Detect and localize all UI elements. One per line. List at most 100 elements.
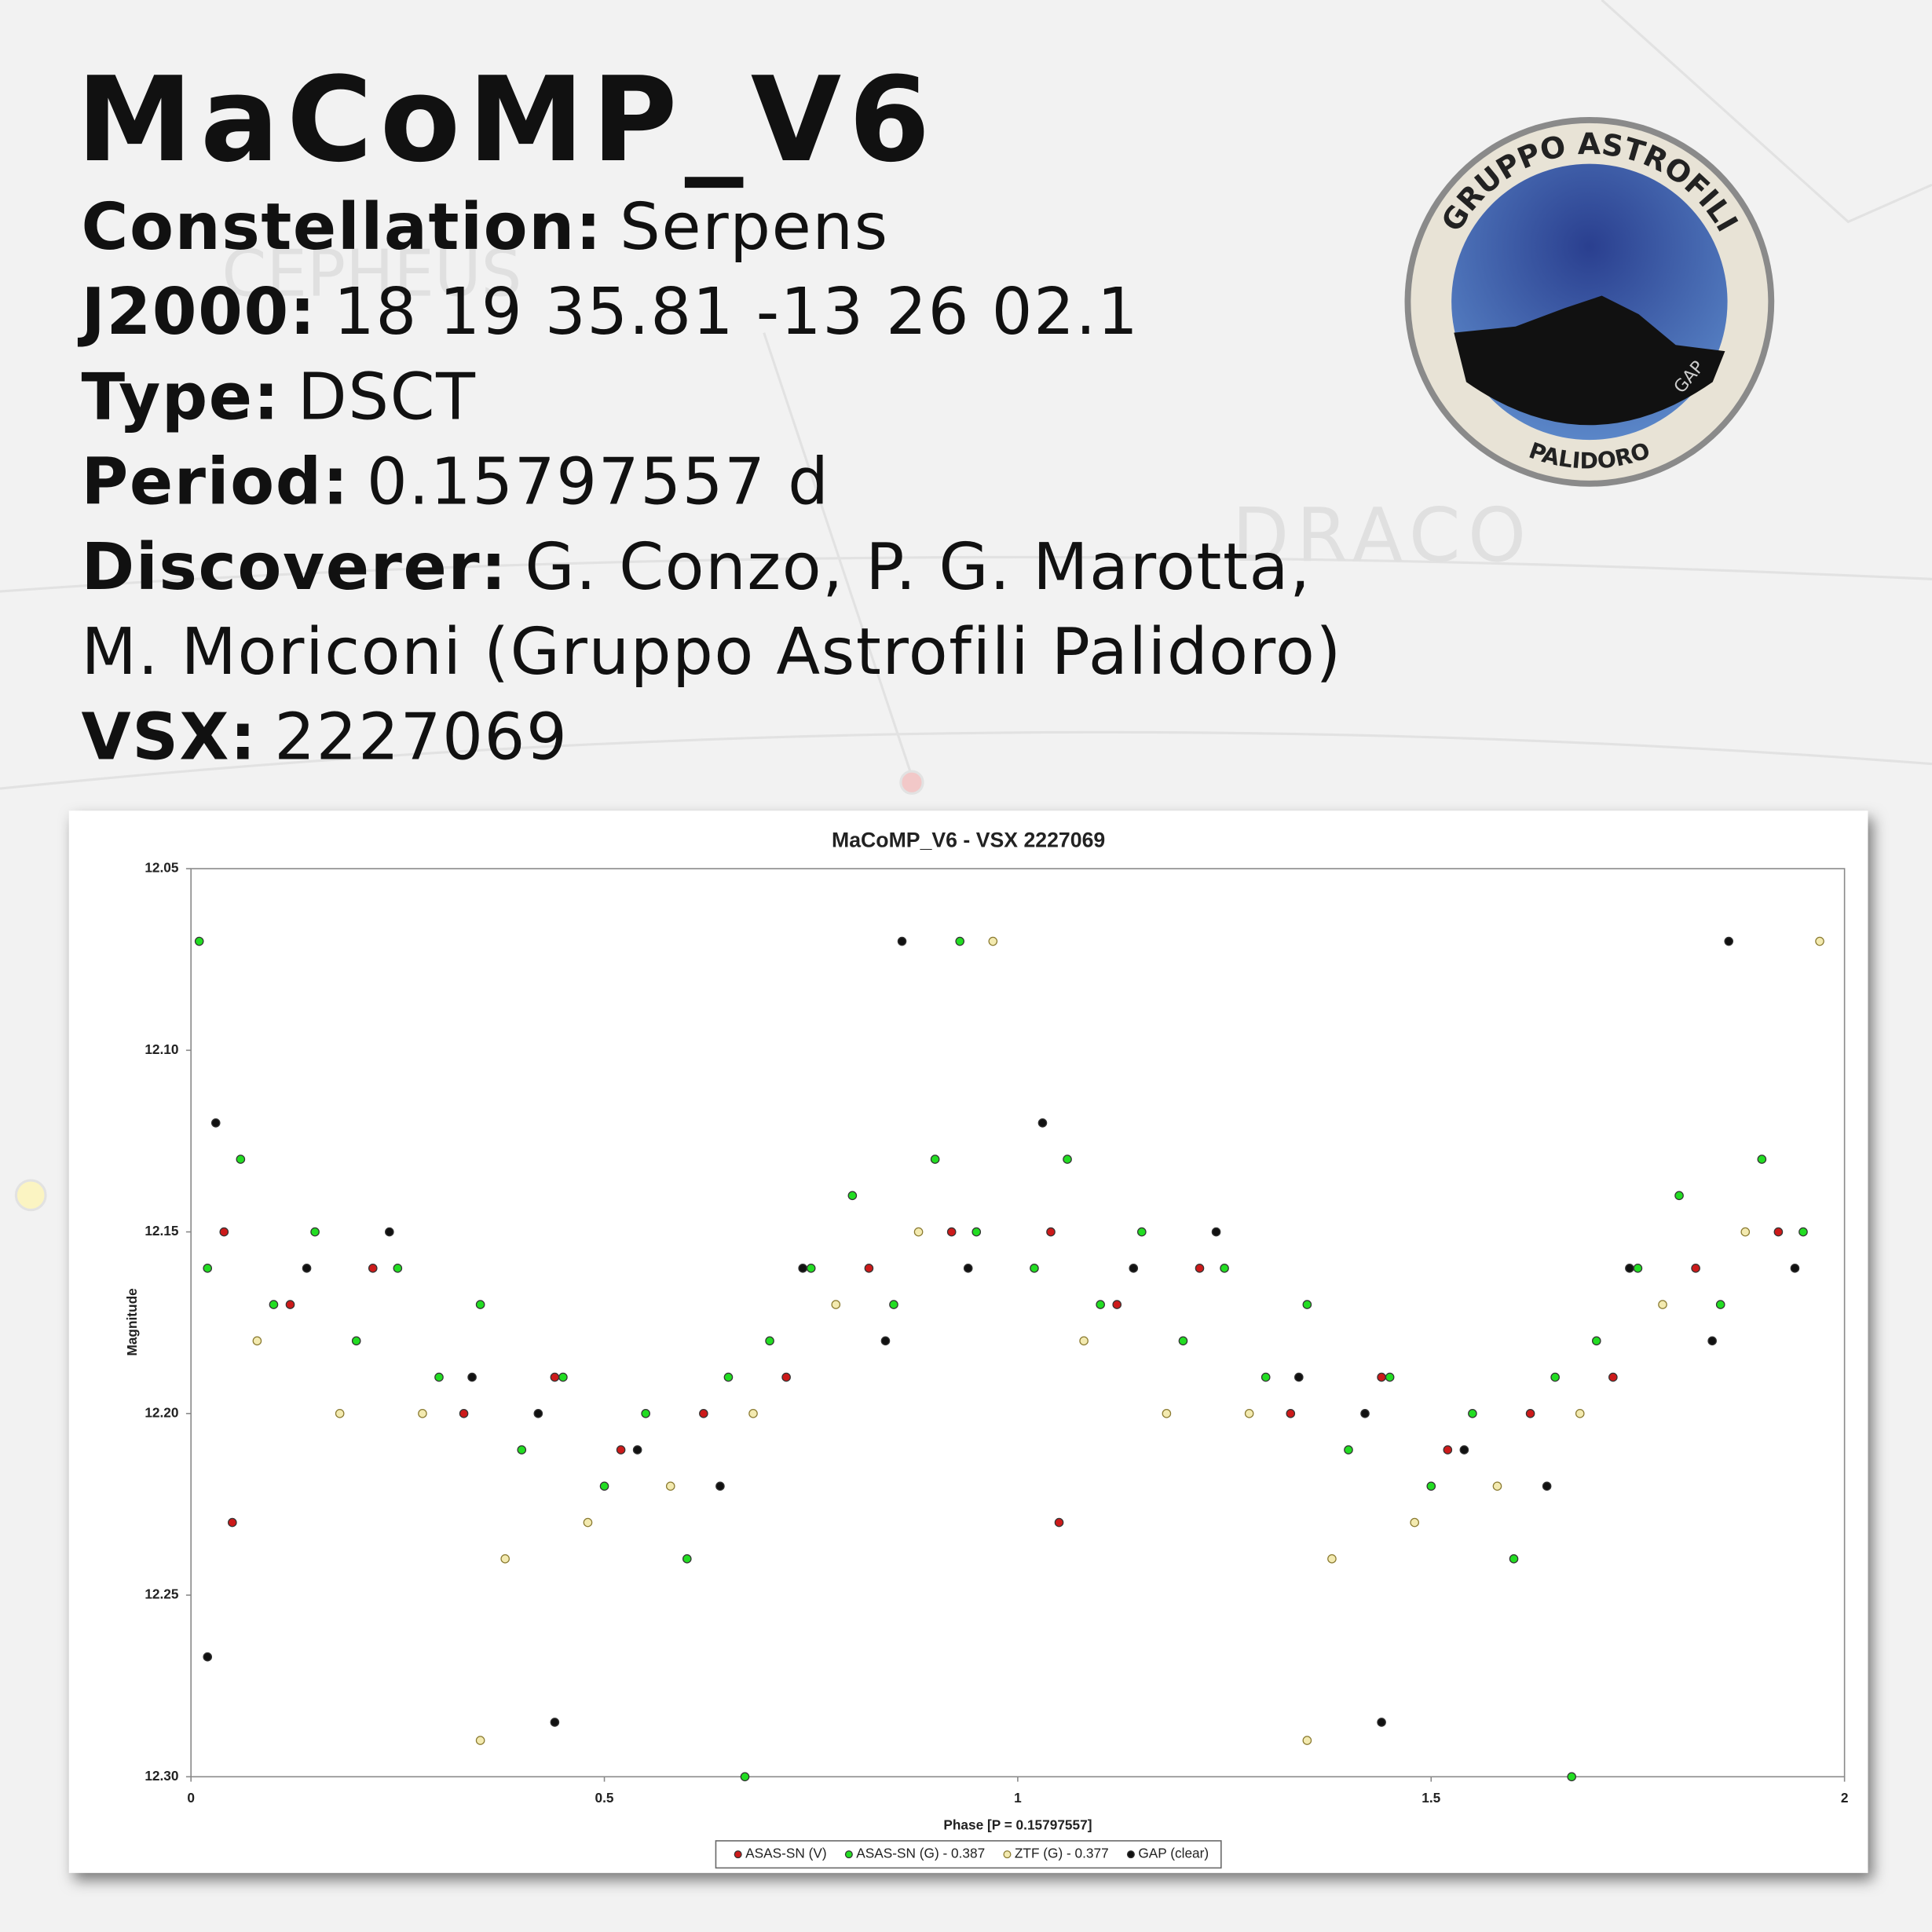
data-point — [946, 1227, 957, 1237]
data-point — [641, 1409, 650, 1418]
data-point — [1344, 1445, 1353, 1454]
data-point — [1740, 1227, 1751, 1237]
data-point — [533, 1409, 543, 1418]
chart-frame — [68, 810, 1868, 1873]
data-point — [781, 1372, 791, 1382]
info-line: Type: DSCT — [82, 360, 477, 434]
data-point — [236, 1154, 246, 1164]
data-point — [1591, 1336, 1601, 1346]
data-point — [194, 936, 204, 946]
data-point — [583, 1517, 593, 1528]
data-point — [1220, 1264, 1229, 1273]
data-point — [765, 1336, 774, 1346]
data-point — [368, 1264, 378, 1273]
data-point — [897, 936, 907, 946]
data-point — [1037, 1118, 1048, 1128]
data-point — [203, 1652, 213, 1662]
data-point — [558, 1372, 568, 1382]
data-point — [310, 1227, 320, 1237]
data-point — [1757, 1154, 1767, 1164]
constellation-label: DRACO — [1232, 493, 1534, 579]
y-tick-label: 12.05 — [145, 860, 179, 876]
data-point — [252, 1336, 262, 1346]
data-point — [1625, 1264, 1634, 1273]
data-point — [806, 1264, 816, 1273]
data-point — [269, 1300, 279, 1309]
data-point — [517, 1445, 527, 1454]
data-point — [1162, 1409, 1172, 1418]
data-point — [748, 1409, 758, 1418]
data-point — [219, 1227, 229, 1237]
info-line: VSX: 2227069 — [82, 700, 569, 774]
data-point — [1468, 1409, 1477, 1418]
data-point — [500, 1554, 510, 1564]
legend-marker — [1003, 1850, 1012, 1859]
info-value: M. Moriconi (Gruppo Astrofili Palidoro) — [82, 615, 1342, 690]
data-point — [988, 936, 998, 946]
y-axis-title: Magnitude — [124, 1288, 140, 1356]
data-point — [1178, 1336, 1188, 1346]
info-label: Type: — [82, 360, 280, 434]
info-value: DSCT — [298, 360, 477, 434]
data-point — [285, 1300, 295, 1309]
data-point — [665, 1481, 675, 1491]
data-point — [1443, 1445, 1453, 1454]
data-point — [1542, 1481, 1552, 1491]
logo: GRUPPO ASTROFILI PALIDORO GAP — [1404, 117, 1775, 487]
data-point — [1096, 1300, 1105, 1309]
data-point — [1327, 1554, 1337, 1564]
star-map — [0, 0, 1932, 1212]
info-label: J2000: — [78, 275, 317, 349]
info-line: Discoverer: G. Conzo, P. G. Marotta, — [82, 530, 1312, 605]
data-point — [302, 1264, 312, 1273]
data-point — [1112, 1300, 1122, 1309]
data-point — [715, 1481, 725, 1491]
info-value: Serpens — [620, 190, 889, 265]
data-point — [1211, 1227, 1221, 1237]
data-point — [1773, 1227, 1784, 1237]
data-point — [682, 1554, 692, 1564]
data-point — [864, 1264, 874, 1273]
data-point — [351, 1336, 361, 1346]
legend: ASAS-SN (V) ASAS-SN (G) - 0.387 ZTF (G) - … — [715, 1840, 1222, 1869]
data-point — [1691, 1264, 1700, 1273]
data-point — [971, 1227, 982, 1237]
data-point — [1360, 1409, 1370, 1418]
legend-marker — [1126, 1850, 1135, 1859]
y-tick-label: 12.20 — [145, 1404, 178, 1420]
page-title: MaCoMP_V6 — [76, 53, 937, 188]
data-point — [1798, 1227, 1808, 1237]
info-value: 2227069 — [274, 700, 568, 774]
data-point — [475, 1300, 485, 1309]
data-point — [393, 1264, 403, 1273]
data-point — [740, 1772, 750, 1782]
info-line: Constellation: Serpens — [82, 190, 889, 265]
data-point — [798, 1264, 807, 1273]
info-value: G. Conzo, P. G. Marotta, — [525, 530, 1311, 605]
data-point — [1261, 1372, 1271, 1382]
y-tick-label: 12.15 — [145, 1223, 179, 1239]
legend-marker — [844, 1850, 853, 1859]
x-tick-label: 0 — [187, 1790, 195, 1806]
data-point — [550, 1372, 560, 1382]
y-tick-label: 12.10 — [145, 1041, 178, 1057]
data-point — [1724, 936, 1734, 946]
info-fields: Constellation: Serpens J2000: 18 19 35.81 -… — [78, 190, 1342, 775]
data-point — [1129, 1264, 1139, 1273]
data-point — [1195, 1264, 1205, 1273]
data-point — [210, 1118, 221, 1128]
legend-label: ASAS-SN (G) - 0.387 — [856, 1846, 985, 1861]
info-value: 0.15797557 d — [367, 445, 830, 520]
data-point — [418, 1409, 427, 1418]
data-point — [913, 1227, 924, 1237]
data-point — [434, 1372, 444, 1382]
data-point — [1385, 1372, 1395, 1382]
constellation-label: CEPHEUS — [221, 237, 521, 312]
data-point — [1302, 1736, 1312, 1745]
data-point — [1608, 1372, 1618, 1382]
data-point — [1815, 936, 1824, 946]
data-point — [550, 1718, 560, 1727]
data-point — [632, 1445, 642, 1454]
info-value: 18 19 35.81 -13 26 02.1 — [334, 275, 1140, 349]
data-point — [1790, 1264, 1800, 1273]
